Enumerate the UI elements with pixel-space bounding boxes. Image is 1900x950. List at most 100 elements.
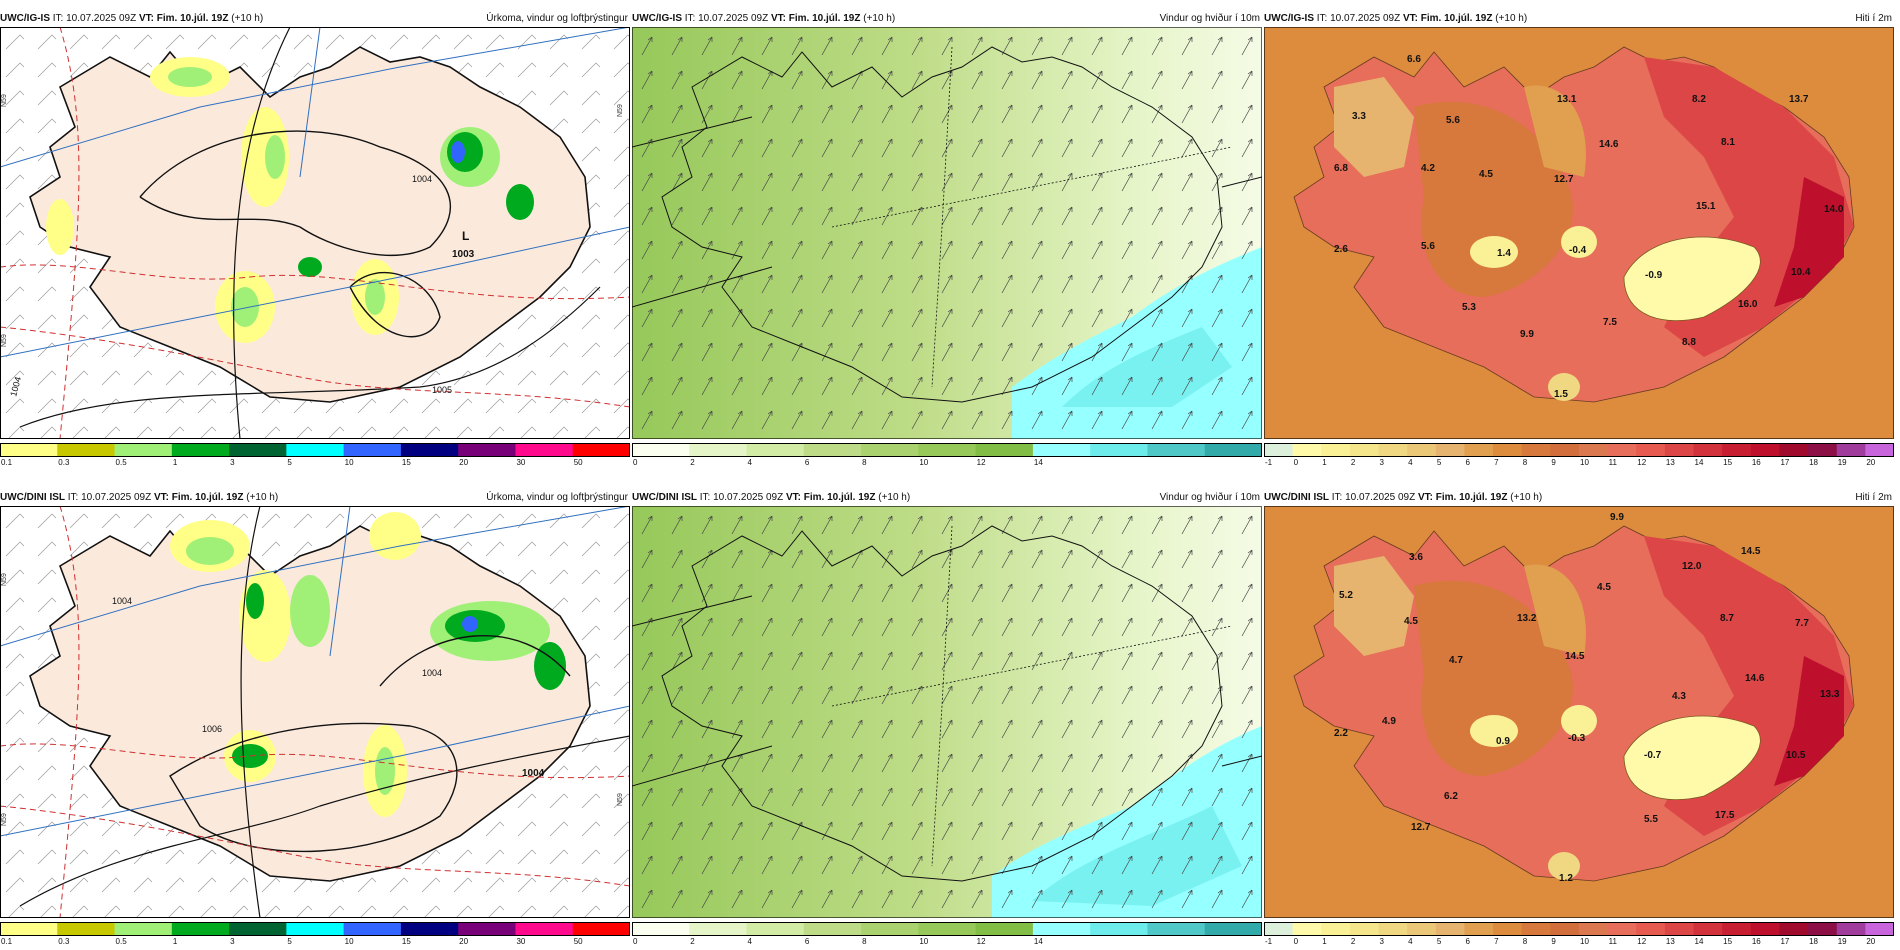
colorbar-swatch — [515, 922, 574, 936]
temp-value: 4.5 — [1479, 169, 1493, 180]
temp-value: 4.5 — [1404, 616, 1418, 627]
colorbar-swatch — [689, 922, 748, 936]
colorbar-tick-label: 9 — [1551, 458, 1556, 467]
colorbar-tick-label: 4 — [747, 937, 752, 946]
colorbar-tick-label: 0 — [633, 937, 638, 946]
colorbar-tick-label: 20 — [459, 937, 469, 946]
colorbar-swatch — [746, 922, 805, 936]
colorbar-swatch — [975, 922, 1034, 936]
init-time: 10.07.2025 09Z — [81, 492, 152, 503]
peninsula-warm — [1334, 556, 1414, 656]
colorbar-swatch — [1090, 922, 1148, 936]
temp-map-canvas — [1264, 27, 1894, 439]
precip-colorbar — [0, 443, 630, 457]
colorbar-tick-label: 2 — [690, 937, 695, 946]
colorbar-swatch — [1349, 443, 1380, 457]
panel-header: UWC/IG-IS IT: 10.07.2025 09Z VT: Fim. 10… — [632, 11, 1262, 27]
colorbar-tick-label: 7 — [1494, 937, 1499, 946]
colorbar-swatch — [286, 443, 345, 457]
pressure-label: 1003 — [452, 249, 475, 260]
temp-value: 5.6 — [1421, 241, 1435, 252]
colorbar-swatch — [400, 443, 459, 457]
colorbar-swatch — [1808, 922, 1838, 936]
colorbar-tick-label: 6 — [804, 458, 810, 467]
vt-label: VT: — [138, 13, 154, 24]
temp-colorbar-swatches — [1264, 443, 1894, 457]
colorbar-tick-label: 0.1 — [1, 937, 13, 946]
temp-value: 14.5 — [1741, 546, 1761, 557]
colorbar-swatch — [1204, 922, 1262, 936]
colorbar-swatch — [114, 922, 173, 936]
precip-map-canvas: 1004 1004 1006 1004 N59 N59 N59 — [0, 505, 631, 919]
temp-colorbar-svg — [1264, 922, 1894, 936]
colorbar-tick-label: 19 — [1837, 937, 1847, 946]
colorbar-swatch — [1464, 443, 1494, 457]
colorbar-swatch — [1292, 922, 1322, 936]
precip-map-canvas: 1004 L 1003 1005 1004 N59 N59 N59 — [0, 26, 631, 440]
pressure-label: 1006 — [202, 724, 222, 734]
wind-map-canvas — [631, 506, 1263, 918]
colorbar-tick-label: 10 — [344, 458, 354, 467]
isobar — [379, 635, 571, 687]
colorbar-tick-label: 5 — [287, 937, 292, 946]
colorbar-swatch — [689, 443, 748, 457]
colorbar-tick-label: 3 — [1379, 458, 1384, 467]
colorbar-swatch — [861, 443, 919, 457]
colorbar-swatch — [746, 443, 805, 457]
colorbar-tick-label: 0.3 — [58, 458, 70, 467]
panel-title: Úrkoma, vindur og loftþrýstingur — [486, 13, 628, 24]
colorbar-swatch — [1147, 443, 1206, 457]
colorbar-swatch — [1779, 443, 1809, 457]
colorbar-tick-label: 12 — [1637, 937, 1647, 946]
temp-zone-highland — [1524, 85, 1586, 177]
colorbar-tick-label: 5 — [287, 458, 292, 467]
colorbar-tick-label: 8 — [1522, 458, 1528, 467]
colorbar-tick-label: 15 — [1723, 458, 1733, 467]
it-label: IT: — [52, 13, 64, 24]
wind-map — [631, 27, 1263, 439]
temp-value: 4.7 — [1449, 655, 1463, 666]
panel-wind-igis: UWC/IG-IS IT: 10.07.2025 09Z VT: Fim. 10… — [631, 11, 1263, 471]
meridian — [0, 705, 631, 837]
colorbar-tick-label: 12 — [1637, 458, 1647, 467]
it-label: IT: — [684, 13, 696, 24]
colorbar-tick-label: 0.1 — [1, 458, 13, 467]
precip-cell — [246, 583, 264, 619]
colorbar-tick-label: -1 — [1265, 937, 1273, 946]
temp-value: 8.2 — [1692, 94, 1706, 105]
panel-title: Hiti í 2m — [1855, 492, 1892, 503]
colorbar-swatch — [803, 443, 862, 457]
colorbar-tick-label: 1 — [1322, 458, 1327, 467]
colorbar-swatch — [1204, 443, 1262, 457]
valid-time: Fim. 10.júl. 19Z — [156, 13, 229, 24]
temp-value: 8.8 — [1682, 337, 1696, 348]
colorbar-swatch — [1464, 922, 1494, 936]
colorbar-swatch — [1607, 443, 1637, 457]
colorbar-swatch — [1264, 922, 1294, 936]
precip-colorbar-svg — [0, 922, 630, 936]
temp-value: 5.5 — [1644, 814, 1658, 825]
precip-cell — [168, 67, 212, 87]
colorbar-tick-label: 0 — [633, 458, 638, 467]
colorbar-swatch — [1435, 443, 1465, 457]
temp-value: 13.7 — [1789, 94, 1809, 105]
grid-label: N59 — [1, 94, 8, 107]
temp-value: 12.7 — [1554, 174, 1574, 185]
temp-zone-warmer — [1774, 177, 1844, 307]
colorbar-swatch — [171, 922, 230, 936]
temp-value: 13.1 — [1557, 94, 1577, 105]
temp-value: 4.9 — [1382, 716, 1396, 727]
colorbar-swatch — [1378, 443, 1408, 457]
temp-value: 9.9 — [1610, 512, 1624, 523]
colorbar-tick-label: 10 — [919, 937, 929, 946]
colorbar-tick-label: 8 — [862, 937, 867, 946]
temp-map: 6.6 3.3 5.6 6.8 4.2 13.1 8.2 13.7 14.6 8… — [1264, 27, 1894, 439]
colorbar-tick-label: 15 — [401, 458, 411, 467]
isobar — [19, 286, 601, 428]
precip-colorbar — [0, 922, 630, 936]
colorbar-swatch — [1836, 443, 1866, 457]
colorbar-swatch — [1722, 922, 1752, 936]
colorbar-swatch — [458, 922, 516, 936]
panel-temp-dini: UWC/DINI ISL IT: 10.07.2025 09Z VT: Fim.… — [1264, 490, 1894, 950]
panel-header: UWC/DINI ISL IT: 10.07.2025 09Z VT: Fim.… — [632, 490, 1262, 506]
